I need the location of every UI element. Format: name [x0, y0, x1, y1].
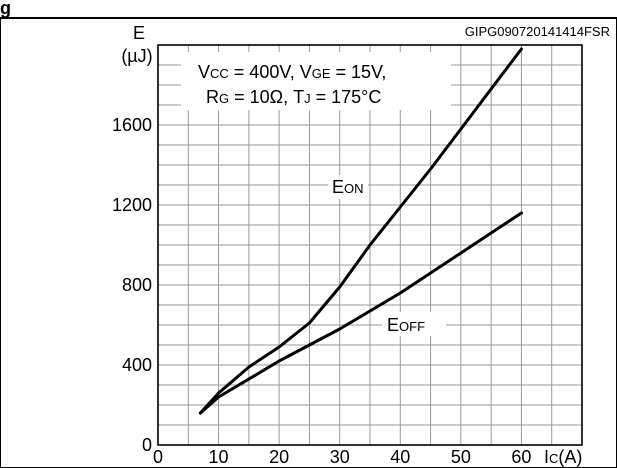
x-tick-label: 10 — [209, 447, 229, 467]
header-fragment: g — [0, 0, 11, 18]
x-tick-label: 60 — [511, 447, 531, 467]
y-tick-label: 400 — [122, 355, 152, 375]
x-tick-label: 20 — [269, 447, 289, 467]
x-tick-label: 50 — [451, 447, 471, 467]
figure-id: GIPG090720141414FSR — [465, 24, 610, 39]
x-tick-label: 40 — [390, 447, 410, 467]
tick-labels: 0 10 20 30 40 50 60 0 400 800 1200 1600 — [112, 115, 531, 467]
label-eon: EON — [328, 175, 368, 199]
conditions-line2: RG = 10Ω, TJ = 175°C — [206, 87, 381, 107]
svg-text:EOFF: EOFF — [387, 315, 425, 335]
x-tick-label: 0 — [153, 447, 163, 467]
y-axis-label-line1: E — [133, 23, 145, 43]
y-tick-label: 1200 — [112, 195, 152, 215]
x-axis-label: IC(A) — [544, 447, 582, 467]
y-tick-label: 800 — [122, 275, 152, 295]
y-tick-label: 1600 — [112, 115, 152, 135]
plot-area — [157, 44, 583, 446]
label-eoff: EOFF — [382, 312, 446, 336]
y-axis-label-line2: (µJ) — [121, 46, 152, 66]
series-lines — [198, 47, 523, 415]
y-tick-label: 0 — [142, 435, 152, 455]
label-eon-sub: ON — [344, 181, 364, 196]
series-line-eoff — [198, 211, 523, 415]
x-tick-label: 30 — [330, 447, 350, 467]
conditions-line1: VCC = 400V, VGE = 15V, — [198, 62, 386, 82]
label-eoff-sub: OFF — [399, 319, 425, 334]
label-eon-main: E — [332, 177, 344, 197]
series-line-eon — [198, 47, 523, 415]
svg-text:EON: EON — [332, 177, 364, 197]
conditions-box — [181, 52, 451, 110]
label-eoff-main: E — [387, 315, 399, 335]
figure-frame — [0, 17, 617, 468]
